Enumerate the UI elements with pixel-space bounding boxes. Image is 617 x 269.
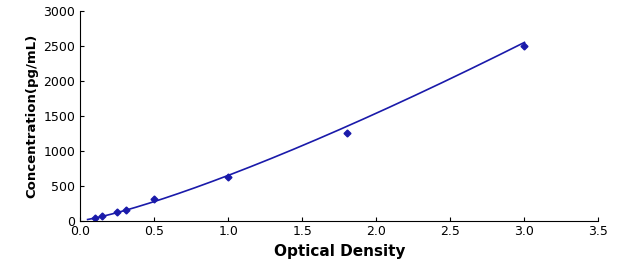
Y-axis label: Concentration(pg/mL): Concentration(pg/mL) (25, 34, 38, 198)
X-axis label: Optical Density: Optical Density (273, 244, 405, 259)
